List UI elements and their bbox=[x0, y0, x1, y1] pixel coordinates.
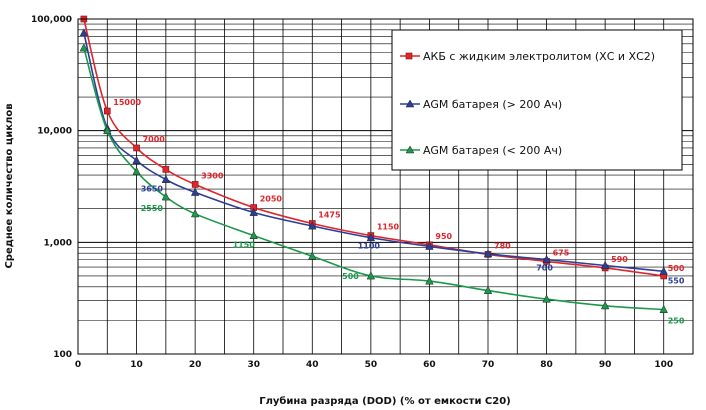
data-point-1 bbox=[191, 181, 199, 188]
data-point-2 bbox=[542, 254, 551, 264]
data-point-2 bbox=[190, 187, 200, 196]
data-point-3 bbox=[308, 251, 317, 260]
data-label-1: 500 bbox=[668, 264, 685, 273]
data-point-3 bbox=[659, 304, 668, 313]
legend-marker-2 bbox=[405, 99, 415, 108]
legend-box bbox=[391, 29, 683, 171]
data-point-2 bbox=[366, 232, 376, 242]
x-tick-label: 40 bbox=[306, 360, 319, 370]
data-point-1 bbox=[162, 166, 170, 173]
y-tick-label: 10,000 bbox=[37, 127, 72, 137]
data-point-2 bbox=[600, 260, 610, 269]
x-tick-label: 0 bbox=[75, 360, 81, 370]
data-point-3 bbox=[79, 43, 89, 52]
data-label-1: 3300 bbox=[201, 171, 224, 180]
data-label-1: 780 bbox=[494, 241, 511, 250]
data-point-2 bbox=[132, 155, 141, 164]
data-label-1: 675 bbox=[553, 248, 570, 257]
data-point-2 bbox=[249, 207, 258, 216]
legend-label-1: АКБ с жидким электролитом (ХС и ХС2) bbox=[423, 50, 655, 63]
x-tick-label: 70 bbox=[482, 360, 495, 370]
data-point-2 bbox=[79, 28, 89, 37]
plot-border bbox=[77, 18, 694, 355]
data-label-3: 500 bbox=[342, 272, 359, 281]
x-tick-label: 100 bbox=[654, 360, 673, 370]
data-label-1: 950 bbox=[435, 232, 452, 241]
x-tick-label: 80 bbox=[540, 360, 553, 370]
data-point-3 bbox=[190, 209, 200, 218]
data-point-3 bbox=[132, 166, 141, 175]
x-axis-title: Глубина разряда (DOD) (% от емкости С20) bbox=[259, 395, 511, 407]
legend-label-2: AGM батарея (> 200 Ач) bbox=[423, 98, 562, 111]
y-tick-label: 100 bbox=[53, 350, 72, 360]
legend-marker-1 bbox=[405, 52, 413, 60]
data-labels: 15000 7000 3300 2050 1475 1150 950 780 675 590 500… bbox=[113, 98, 685, 326]
data-label-1: 1475 bbox=[318, 210, 341, 219]
data-label-2: 1100 bbox=[358, 242, 381, 251]
data-point-2 bbox=[308, 221, 317, 230]
x-tick-label: 30 bbox=[247, 360, 260, 370]
series-layer bbox=[79, 15, 668, 313]
data-label-1: 7000 bbox=[143, 135, 166, 144]
data-label-1: 590 bbox=[611, 255, 628, 264]
data-point-3 bbox=[366, 271, 376, 280]
data-label-1: 1150 bbox=[377, 223, 400, 232]
data-label-3: 2550 bbox=[141, 204, 164, 213]
data-point-1 bbox=[133, 144, 140, 152]
data-label-3: 250 bbox=[668, 317, 685, 326]
data-point-2 bbox=[161, 174, 171, 183]
y-tick-label: 1,000 bbox=[44, 238, 72, 248]
data-point-3 bbox=[600, 301, 610, 310]
legend: АКБ с жидким электролитом (ХС и ХС2) AGM … bbox=[391, 29, 683, 171]
data-label-3: 1150 bbox=[233, 241, 256, 250]
x-tick-label: 50 bbox=[365, 360, 378, 370]
data-label-2: 550 bbox=[668, 276, 685, 285]
data-point-2 bbox=[483, 249, 493, 258]
y-tick-label: 100,000 bbox=[31, 15, 72, 25]
data-point-1 bbox=[103, 107, 111, 115]
legend-marker-3 bbox=[405, 145, 415, 154]
data-point-3 bbox=[483, 285, 493, 294]
legend-label-3: AGM батарея (< 200 Ач) bbox=[423, 144, 562, 157]
data-label-1: 15000 bbox=[113, 98, 141, 107]
data-point-3 bbox=[103, 125, 112, 135]
y-axis-title: Среднее количество циклов bbox=[4, 103, 15, 268]
x-tick-label: 60 bbox=[423, 360, 436, 370]
data-point-3 bbox=[542, 294, 551, 303]
data-point-2 bbox=[425, 241, 434, 250]
data-point-3 bbox=[249, 230, 258, 239]
x-tick-label: 90 bbox=[599, 360, 612, 370]
data-label-1: 2050 bbox=[260, 195, 283, 204]
data-label-2: 3650 bbox=[141, 185, 164, 194]
x-tick-label: 20 bbox=[189, 360, 202, 370]
x-tick-label: 10 bbox=[130, 360, 143, 370]
data-point-3 bbox=[425, 276, 434, 285]
data-point-3 bbox=[161, 192, 171, 201]
data-label-2: 700 bbox=[536, 264, 553, 273]
ticks: 0 10 20 30 40 50 60 70 80 90 100 100 1,000 10,000 100,… bbox=[31, 15, 673, 370]
data-point-2 bbox=[659, 266, 668, 275]
